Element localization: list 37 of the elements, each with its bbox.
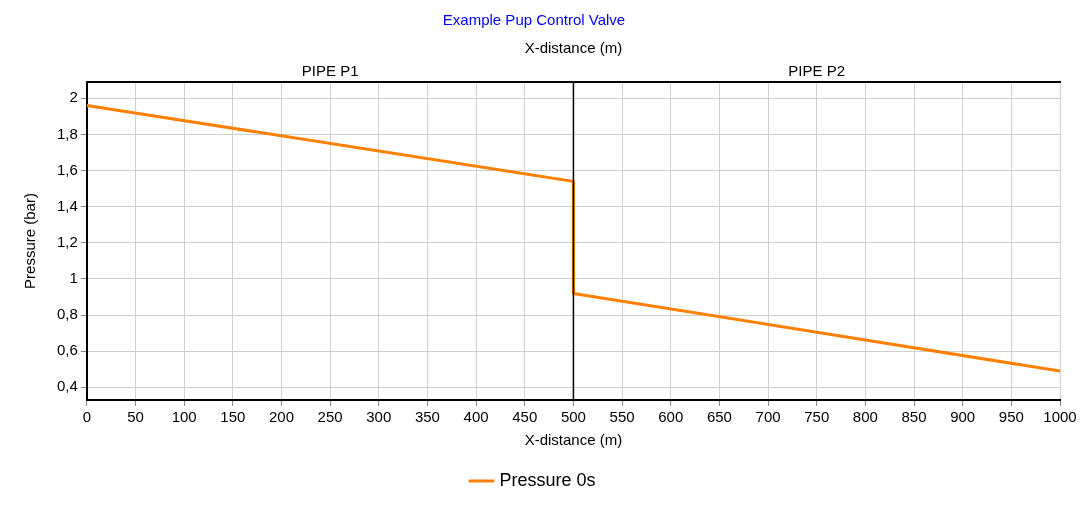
y-tick-label: 1,6 — [56, 160, 78, 178]
text: PIPE P2 — [788, 61, 846, 79]
y-tick-label: 1 — [69, 269, 78, 287]
x-tick-label: 650 — [706, 408, 732, 426]
y-tick-label: 1,2 — [56, 232, 78, 250]
x-axis-title: X-distance (m) — [524, 431, 623, 449]
x-tick-label: 750 — [804, 408, 830, 426]
x-tick-label: 200 — [268, 408, 294, 426]
y-tick-label: 2 — [69, 88, 78, 106]
x-tick-label: 400 — [463, 408, 489, 426]
x-tick-label: 0 — [82, 408, 92, 426]
x-tick-label: 550 — [609, 408, 635, 426]
x-tick-label: 800 — [852, 408, 878, 426]
x-tick-label: 850 — [901, 408, 927, 426]
x-tick-label: 350 — [414, 408, 440, 426]
y-tick-label: 1,8 — [56, 124, 78, 142]
x-tick-label: 450 — [512, 408, 538, 426]
y-tick-label: 0,6 — [56, 341, 78, 359]
y-axis-title: Pressure (bar) — [21, 193, 39, 289]
x-tick-label: 300 — [366, 408, 392, 426]
chart-title: Example Pup Control Valve — [442, 11, 626, 29]
x-tick-label: 1000 — [1043, 408, 1077, 426]
x-tick-label: 100 — [171, 408, 197, 426]
x-tick-label: 150 — [220, 408, 246, 426]
x-tick-label: 900 — [950, 408, 976, 426]
y-tick-label: 1,4 — [56, 196, 78, 214]
y-tick-label: 0,4 — [56, 377, 78, 395]
x-tick-label: 500 — [560, 408, 586, 426]
x-tick-label: 50 — [127, 408, 144, 426]
x-tick-label: 250 — [317, 408, 343, 426]
x-tick-label: 600 — [658, 408, 684, 426]
x2-axis-title: X-distance (m) — [524, 39, 623, 57]
legend-label: Pressure 0s — [499, 469, 596, 490]
text: PIPE P1 — [301, 61, 359, 79]
y-tick-label: 0,8 — [56, 305, 78, 323]
x-tick-label: 950 — [998, 408, 1024, 426]
x-tick-label: 700 — [755, 408, 781, 426]
